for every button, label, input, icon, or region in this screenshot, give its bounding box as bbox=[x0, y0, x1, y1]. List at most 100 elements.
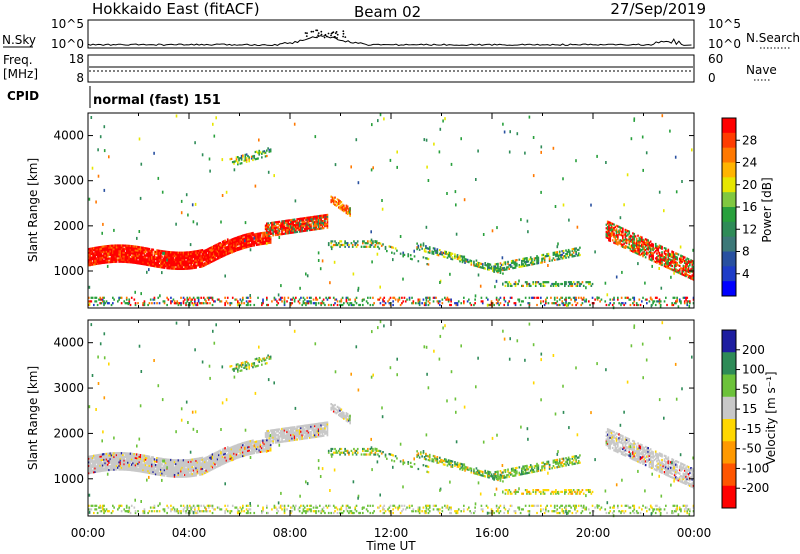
data-cell bbox=[138, 455, 141, 458]
data-cell bbox=[187, 462, 190, 465]
data-cell bbox=[112, 455, 114, 459]
data-cell bbox=[238, 237, 240, 240]
data-cell bbox=[147, 247, 149, 250]
data-cell bbox=[99, 466, 102, 469]
data-cell bbox=[191, 469, 194, 472]
data-cell bbox=[622, 234, 624, 238]
data-cell bbox=[229, 454, 232, 457]
data-cell bbox=[183, 462, 186, 466]
data-cell bbox=[223, 462, 225, 465]
data-cell bbox=[129, 252, 132, 255]
data-cell bbox=[218, 453, 220, 457]
data-cell bbox=[153, 296, 156, 299]
data-cell bbox=[170, 471, 172, 474]
data-cell bbox=[553, 296, 556, 299]
data-cell bbox=[157, 176, 160, 180]
data-cell bbox=[315, 219, 317, 222]
data-cell bbox=[244, 221, 247, 225]
data-cell bbox=[659, 263, 662, 266]
data-cell bbox=[344, 209, 346, 212]
data-cell bbox=[686, 300, 689, 303]
data-cell bbox=[281, 296, 283, 299]
data-cell bbox=[449, 251, 451, 255]
data-cell bbox=[156, 466, 158, 469]
data-cell bbox=[161, 264, 163, 267]
data-cell bbox=[502, 268, 504, 272]
data-cell bbox=[263, 242, 266, 245]
data-cell bbox=[384, 247, 387, 250]
data-cell bbox=[214, 244, 216, 247]
data-cell bbox=[567, 281, 570, 284]
data-cell bbox=[629, 303, 632, 307]
data-cell bbox=[89, 264, 91, 267]
data-cell bbox=[162, 468, 165, 472]
data-cell bbox=[239, 446, 242, 449]
data-cell bbox=[409, 257, 412, 260]
data-cell bbox=[235, 158, 238, 161]
data-cell bbox=[276, 300, 278, 303]
data-cell bbox=[205, 465, 208, 468]
data-cell bbox=[170, 300, 172, 303]
data-cell bbox=[192, 474, 195, 477]
data-cell bbox=[219, 252, 221, 256]
data-cell bbox=[354, 243, 357, 247]
data-cell bbox=[218, 455, 220, 458]
data-cell bbox=[223, 453, 225, 456]
data-cell bbox=[149, 472, 152, 475]
data-cell bbox=[117, 457, 119, 460]
data-cell bbox=[228, 454, 230, 457]
data-cell bbox=[211, 453, 214, 456]
data-cell bbox=[300, 223, 302, 226]
data-cell bbox=[146, 462, 148, 465]
data-cell bbox=[680, 258, 682, 261]
data-cell bbox=[513, 266, 516, 270]
data-cell bbox=[310, 216, 312, 219]
data-cell bbox=[167, 258, 170, 261]
data-cell bbox=[199, 265, 201, 269]
data-cell bbox=[104, 261, 107, 264]
data-cell bbox=[567, 284, 570, 288]
data-cell bbox=[195, 465, 197, 468]
data-cell bbox=[103, 249, 105, 252]
data-cell bbox=[147, 469, 149, 473]
data-cell bbox=[195, 253, 197, 257]
data-cell bbox=[201, 302, 204, 305]
data-cell bbox=[683, 269, 686, 272]
data-cell bbox=[144, 469, 147, 472]
data-cell bbox=[172, 464, 175, 467]
data-cell bbox=[127, 250, 129, 253]
data-cell bbox=[399, 252, 402, 255]
data-cell bbox=[248, 444, 250, 447]
data-cell bbox=[609, 227, 612, 230]
data-cell bbox=[100, 247, 103, 250]
data-cell bbox=[373, 245, 375, 248]
data-cell bbox=[615, 228, 618, 231]
data-cell bbox=[152, 257, 155, 260]
data-cell bbox=[159, 294, 161, 298]
data-cell bbox=[141, 251, 143, 255]
data-cell bbox=[176, 302, 179, 305]
data-cell bbox=[676, 298, 678, 301]
data-cell bbox=[175, 475, 177, 478]
data-cell bbox=[317, 215, 320, 218]
data-cell bbox=[191, 250, 194, 254]
data-cell bbox=[567, 302, 570, 305]
data-cell bbox=[119, 246, 122, 249]
data-cell bbox=[377, 119, 379, 123]
data-cell bbox=[505, 281, 508, 284]
data-cell bbox=[142, 302, 144, 305]
data-cell bbox=[540, 302, 542, 305]
data-cell bbox=[195, 250, 197, 253]
data-cell bbox=[240, 448, 243, 451]
data-cell bbox=[322, 302, 325, 305]
data-cell bbox=[250, 239, 253, 242]
freq-label-1: Freq. bbox=[3, 53, 33, 67]
data-cell bbox=[231, 241, 234, 244]
data-cell bbox=[124, 259, 127, 262]
data-cell bbox=[681, 271, 684, 274]
data-cell bbox=[459, 254, 461, 258]
data-cell bbox=[464, 259, 466, 263]
data-cell bbox=[216, 250, 219, 253]
data-cell bbox=[248, 238, 250, 241]
data-cell bbox=[129, 467, 132, 470]
